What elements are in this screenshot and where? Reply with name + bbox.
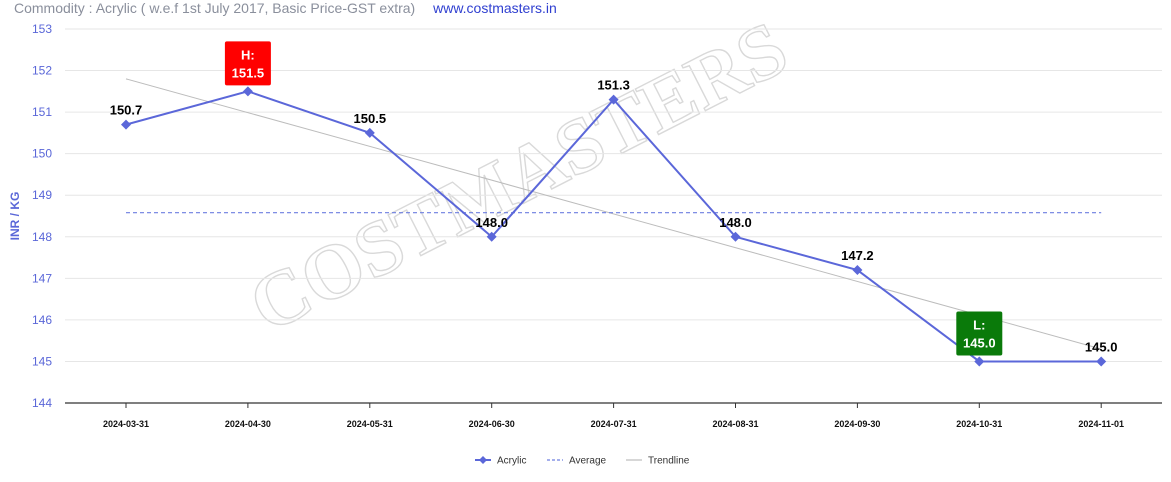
low-badge xyxy=(956,311,1003,356)
legend-label-acrylic[interactable]: Acrylic xyxy=(497,456,526,467)
x-tick-label: 2024-04-30 xyxy=(225,419,271,429)
x-tick-label: 2024-10-31 xyxy=(956,419,1002,429)
x-tick-label: 2024-05-31 xyxy=(347,419,393,429)
y-axis-label: INR / KG xyxy=(8,192,22,241)
site-link[interactable]: www.costmasters.in xyxy=(433,0,557,16)
watermark-text: COSTMASTERS xyxy=(236,4,801,349)
legend-label-trendline[interactable]: Trendline xyxy=(648,456,690,467)
commodity-title: Commodity : Acrylic ( w.e.f 1st July 201… xyxy=(14,0,416,16)
data-point-marker[interactable] xyxy=(1096,356,1107,367)
data-point-marker[interactable] xyxy=(730,231,741,242)
data-point-marker[interactable] xyxy=(974,356,985,367)
data-label: 145.0 xyxy=(1085,339,1118,354)
low-badge-value: 145.0 xyxy=(963,335,996,350)
y-tick-label: 151 xyxy=(32,105,52,119)
data-label: 151.3 xyxy=(597,78,630,93)
data-point-marker[interactable] xyxy=(121,119,131,130)
y-tick-label: 150 xyxy=(32,147,52,161)
x-tick-label: 2024-08-31 xyxy=(712,419,758,429)
y-tick-label: 146 xyxy=(32,313,52,327)
data-label: 148.0 xyxy=(475,215,508,230)
y-tick-label: 147 xyxy=(32,271,52,285)
y-tick-label: 149 xyxy=(32,188,52,202)
high-badge xyxy=(224,41,271,86)
data-point-marker[interactable] xyxy=(608,94,619,105)
data-point-marker[interactable] xyxy=(852,265,863,276)
legend-label-average[interactable]: Average xyxy=(569,456,607,467)
y-tick-label: 145 xyxy=(32,354,52,368)
x-tick-label: 2024-07-31 xyxy=(591,419,637,429)
low-badge-label: L: xyxy=(973,317,985,332)
y-tick-label: 144 xyxy=(32,396,52,410)
data-label: 147.2 xyxy=(841,248,874,263)
x-tick-label: 2024-06-30 xyxy=(469,419,515,429)
data-label: 150.5 xyxy=(354,111,387,126)
legend-marker-acrylic xyxy=(479,456,487,464)
x-tick-label: 2024-03-31 xyxy=(103,419,149,429)
y-tick-label: 152 xyxy=(32,64,52,78)
x-tick-label: 2024-09-30 xyxy=(834,419,880,429)
x-tick-label: 2024-11-01 xyxy=(1078,419,1124,429)
data-point-marker[interactable] xyxy=(364,127,375,138)
high-badge-label: H: xyxy=(241,47,255,62)
trendline xyxy=(125,78,1102,350)
y-tick-label: 148 xyxy=(32,230,52,244)
high-badge-value: 151.5 xyxy=(232,65,265,80)
data-label: 150.7 xyxy=(110,103,143,118)
data-label: 148.0 xyxy=(719,215,752,230)
data-point-marker[interactable] xyxy=(486,231,497,242)
data-point-marker[interactable] xyxy=(242,86,253,97)
y-tick-label: 153 xyxy=(32,22,52,36)
chart-header: Commodity : Acrylic ( w.e.f 1st July 201… xyxy=(14,0,557,16)
